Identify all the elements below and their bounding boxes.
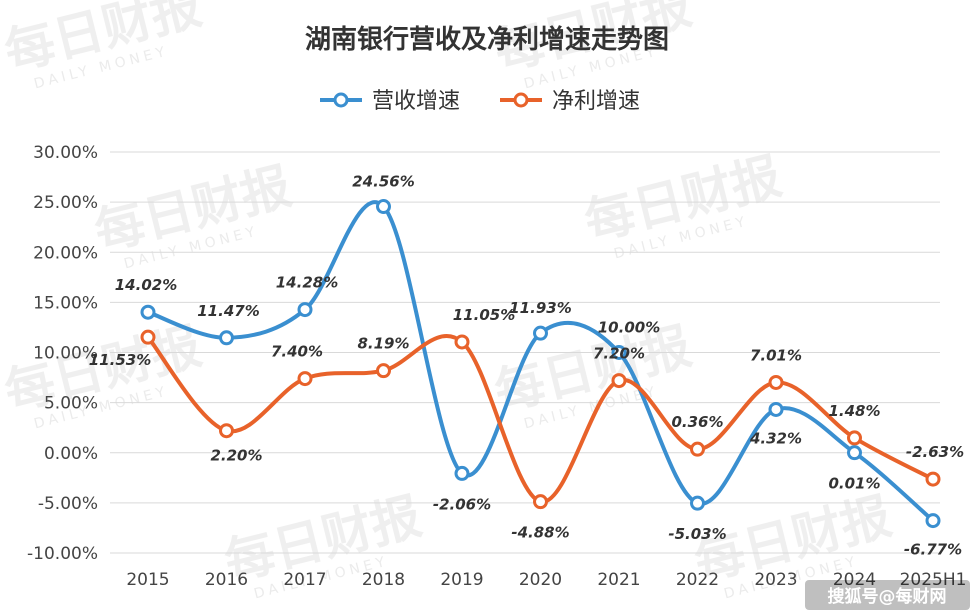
legend-label-revenue: 营收增速 [372, 89, 460, 114]
series-points [140, 199, 941, 529]
x-tick-label: 2017 [283, 570, 326, 590]
data-label-profit: -2.63% [906, 443, 964, 461]
data-label-revenue: -5.03% [668, 525, 726, 543]
data-point-revenue [533, 325, 548, 341]
data-label-profit: 11.53% [89, 351, 151, 369]
data-point-profit [611, 373, 627, 389]
data-label-profit: 7.01% [750, 346, 802, 364]
y-tick-label: 15.00% [33, 293, 98, 313]
data-label-profit: 11.05% [453, 306, 515, 324]
y-tick-label: -10.00% [27, 544, 98, 564]
chart-title: 湖南银行营收及净利增速走势图 [305, 24, 669, 55]
data-point-profit [690, 441, 705, 457]
data-point-revenue [768, 401, 784, 417]
data-point-revenue [611, 345, 627, 360]
data-point-profit [847, 430, 862, 446]
data-label-revenue: 0.01% [828, 475, 880, 493]
x-tick-label: 2018 [362, 570, 405, 590]
data-point-profit [376, 363, 391, 379]
data-point-profit [533, 494, 548, 510]
y-tick-label: 5.00% [44, 394, 98, 414]
x-tick-label: 2024 [833, 570, 876, 590]
data-label-profit: 7.40% [271, 343, 323, 361]
y-tick-label: -5.00% [38, 494, 98, 514]
data-point-revenue [140, 304, 156, 320]
data-label-revenue: 24.56% [352, 173, 414, 191]
data-label-revenue: 11.47% [197, 302, 259, 320]
data-point-profit [297, 371, 313, 387]
y-tick-label: 0.00% [44, 444, 98, 464]
data-point-profit [768, 374, 784, 390]
legend-item-profit: 净利增速 [500, 89, 640, 114]
data-label-profit: 7.20% [593, 345, 645, 363]
data-labels: 14.02% 11.47% 14.28% 24.56% -2.06% 11.93% 10.0… [89, 173, 964, 559]
data-label-revenue: 14.28% [276, 274, 338, 292]
legend: 营收增速 净利增速 [320, 89, 640, 114]
data-point-revenue [454, 465, 470, 481]
y-tick-label: 30.00% [33, 143, 98, 163]
data-point-profit [454, 334, 470, 350]
data-point-profit [219, 423, 234, 439]
x-tick-label: 2016 [205, 570, 248, 590]
data-label-profit: 1.48% [828, 402, 880, 420]
x-tick-label: 2015 [126, 570, 169, 590]
y-axis-ticks: 30.00% 25.00% 20.00% 15.00% 10.00% 5.00% 0.00%… [27, 143, 98, 564]
data-point-profit [140, 329, 156, 345]
data-point-revenue [297, 302, 313, 318]
x-tick-label: 2019 [440, 570, 483, 590]
data-label-profit: 0.36% [671, 413, 723, 431]
data-label-revenue: 14.02% [115, 276, 177, 294]
x-tick-label: 2020 [519, 570, 562, 590]
data-point-revenue [925, 513, 941, 529]
x-tick-label: 2025H1 [900, 570, 967, 590]
data-point-revenue [219, 330, 234, 346]
data-label-profit: 2.20% [210, 447, 262, 465]
x-tick-label: 2023 [754, 570, 797, 590]
data-label-revenue: -6.77% [904, 541, 962, 559]
x-tick-label: 2022 [676, 570, 719, 590]
x-tick-label: 2021 [597, 570, 640, 590]
data-label-revenue: 11.93% [509, 299, 571, 317]
credit-background [805, 580, 970, 610]
data-label-profit: -4.88% [511, 524, 569, 542]
credit-text: 搜狐号@每财网 [828, 586, 947, 607]
y-tick-label: 10.00% [33, 344, 98, 364]
legend-label-profit: 净利增速 [552, 89, 640, 114]
data-label-profit: 8.19% [357, 335, 409, 353]
legend-marker-profit [513, 92, 529, 108]
data-point-revenue [690, 495, 705, 511]
credit-badge: 搜狐号@每财网 [805, 580, 970, 610]
data-point-profit [925, 471, 941, 487]
legend-item-revenue: 营收增速 [320, 89, 460, 114]
data-label-revenue: -2.06% [433, 495, 491, 513]
legend-marker-revenue [333, 92, 349, 108]
data-point-revenue [847, 445, 862, 461]
x-axis-ticks: 2015 2016 2017 2018 2019 2020 2021 2022 2023 2024… [126, 570, 966, 590]
y-tick-label: 25.00% [33, 193, 98, 213]
data-point-revenue [376, 199, 391, 215]
data-label-revenue: 10.00% [598, 319, 660, 337]
y-tick-label: 20.00% [33, 243, 98, 263]
data-label-revenue: 4.32% [749, 429, 802, 447]
gridlines [110, 151, 940, 554]
